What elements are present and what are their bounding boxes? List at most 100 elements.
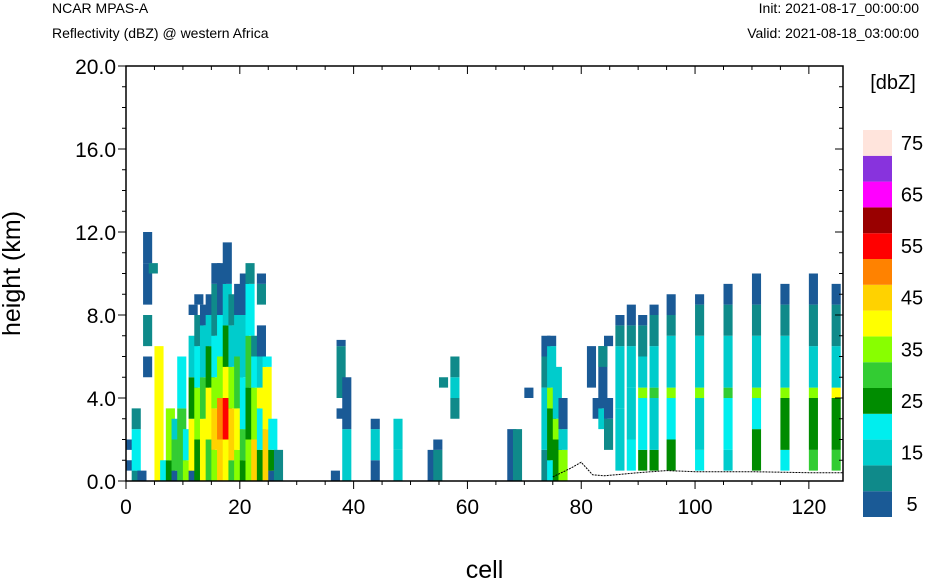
- colorbar-label: 15: [901, 443, 923, 465]
- reflectivity-cell: [251, 439, 261, 481]
- colorbar-swatch: [863, 233, 892, 259]
- reflectivity-cell: [160, 460, 170, 481]
- reflectivity-cell: [165, 460, 175, 481]
- reflectivity-cell: [547, 335, 557, 347]
- reflectivity-cell: [199, 304, 210, 326]
- reflectivity-cell: [256, 408, 266, 450]
- reflectivity-cell: [171, 470, 181, 481]
- reflectivity-cell: [211, 283, 221, 336]
- reflectivity-cell: [541, 387, 551, 450]
- reflectivity-cell: [228, 408, 238, 461]
- reflectivity-cell: [558, 398, 568, 430]
- reflectivity-cell: [638, 449, 648, 471]
- colorbar-label: 5: [906, 494, 917, 516]
- reflectivity-cell: [598, 346, 608, 367]
- reflectivity-cell: [330, 470, 340, 481]
- reflectivity-cell: [126, 460, 136, 471]
- reflectivity-cell: [780, 387, 790, 398]
- reflectivity-cell: [450, 377, 460, 398]
- colorbar-swatch: [863, 491, 892, 517]
- reflectivity-cell: [239, 273, 249, 315]
- reflectivity-cell: [393, 418, 403, 450]
- reflectivity-cell: [615, 325, 625, 347]
- reflectivity-cell: [188, 304, 198, 315]
- reflectivity-cell: [222, 398, 232, 440]
- reflectivity-cell: [433, 439, 443, 450]
- reflectivity-cell: [524, 387, 534, 398]
- reflectivity-cell: [695, 335, 705, 388]
- reflectivity-cell: [228, 460, 238, 481]
- reflectivity-cell: [234, 315, 244, 357]
- reflectivity-cell: [393, 449, 403, 481]
- reflectivity-cell: [177, 356, 187, 409]
- reflectivity-cell: [222, 242, 232, 284]
- reflectivity-cell: [723, 398, 733, 450]
- reflectivity-cell: [268, 418, 278, 450]
- reflectivity-cell: [615, 346, 625, 409]
- reflectivity-cell: [143, 315, 153, 347]
- reflectivity-cell: [234, 283, 244, 315]
- y-tick-label: 20.0: [75, 56, 116, 79]
- reflectivity-cell: [370, 429, 380, 461]
- reflectivity-cell: [598, 408, 608, 430]
- colorbar: 5 15 25 35 45 55 65 75: [863, 130, 923, 517]
- reflectivity-cell: [131, 470, 141, 481]
- reflectivity-cell: [199, 325, 210, 378]
- reflectivity-cell: [512, 429, 523, 481]
- reflectivity-cell: [831, 387, 841, 398]
- x-tick-label: 40: [342, 496, 365, 519]
- reflectivity-cell: [273, 449, 284, 481]
- reflectivity-cell: [649, 387, 659, 398]
- reflectivity-cell: [194, 294, 204, 305]
- colorbar-swatch: [863, 413, 892, 440]
- reflectivity-cell: [188, 335, 198, 378]
- reflectivity-cell: [780, 449, 790, 471]
- colorbar-label: 35: [901, 339, 923, 361]
- reflectivity-cell: [808, 346, 818, 388]
- reflectivity-cell: [638, 325, 648, 357]
- reflectivity-cell: [586, 346, 597, 388]
- reflectivity-cell: [217, 356, 227, 398]
- reflectivity-cell: [666, 439, 676, 471]
- reflectivity-cell: [148, 263, 158, 274]
- reflectivity-cell: [256, 387, 266, 409]
- reflectivity-cell: [547, 460, 557, 481]
- colorbar-swatch: [863, 181, 892, 208]
- reflectivity-cell: [211, 408, 221, 450]
- reflectivity-cell: [723, 387, 733, 398]
- reflectivity-cell: [234, 408, 244, 450]
- x-axis: 0 20 40 60 80 100 120: [120, 66, 826, 519]
- reflectivity-cell: [239, 460, 249, 481]
- reflectivity-cell: [638, 387, 648, 398]
- reflectivity-cell: [604, 418, 614, 450]
- reflectivity-cell: [239, 429, 249, 461]
- reflectivity-cell: [262, 356, 272, 367]
- colorbar-swatch: [863, 130, 892, 156]
- reflectivity-cell: [222, 366, 232, 398]
- reflectivity-cell: [165, 408, 175, 461]
- reflectivity-cell: [723, 335, 733, 388]
- reflectivity-cell: [268, 449, 278, 471]
- colorbar-label: 55: [901, 236, 923, 258]
- reflectivity-cell: [751, 429, 762, 471]
- reflectivity-cell: [177, 408, 187, 481]
- reflectivity-cell: [666, 387, 676, 398]
- x-tick-label: 120: [791, 496, 826, 519]
- reflectivity-cell: [558, 449, 568, 481]
- reflectivity-cell: [649, 304, 659, 315]
- colorbar-swatch: [863, 336, 892, 363]
- reflectivity-cell: [171, 439, 181, 471]
- reflectivity-cell: [228, 294, 238, 326]
- field-title: Reflectivity (dBZ) @ western Africa: [52, 25, 269, 41]
- reflectivity-cell: [604, 398, 614, 419]
- colorbar-label: 25: [901, 391, 923, 413]
- reflectivity-cell: [205, 346, 215, 388]
- reflectivity-cell: [194, 315, 204, 347]
- reflectivity-cell: [433, 449, 443, 481]
- reflectivity-cell: [695, 294, 705, 305]
- reflectivity-cell: [239, 377, 249, 430]
- reflectivity-cell: [541, 335, 551, 357]
- reflectivity-cell: [171, 418, 181, 440]
- reflectivity-cell: [808, 398, 818, 450]
- reflectivity-cell: [666, 398, 676, 440]
